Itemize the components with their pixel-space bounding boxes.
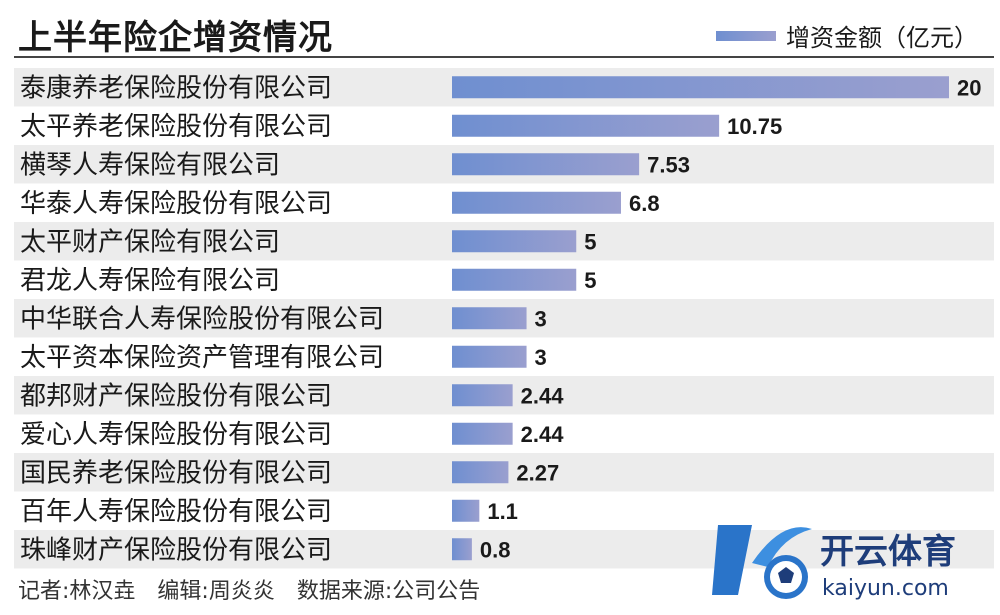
legend-swatch xyxy=(716,30,776,41)
bar-value-label: 3 xyxy=(535,345,547,370)
bar-value-label: 5 xyxy=(584,268,596,293)
bar-value-label: 2.44 xyxy=(521,422,565,447)
bar xyxy=(452,499,480,522)
bar xyxy=(452,114,720,137)
bar xyxy=(452,422,513,445)
category-label: 国民养老保险股份有限公司 xyxy=(20,458,332,488)
bar-value-label: 6.8 xyxy=(629,191,660,216)
title-divider xyxy=(14,56,994,58)
bar xyxy=(452,153,640,176)
bar-value-label: 1.1 xyxy=(487,499,518,524)
bar xyxy=(452,461,509,484)
bar xyxy=(452,230,577,253)
bar-value-label: 2.44 xyxy=(521,383,565,408)
category-label: 太平资本保险资产管理有限公司 xyxy=(20,343,384,373)
category-label: 泰康养老保险股份有限公司 xyxy=(20,73,332,103)
category-label: 中华联合人寿保险股份有限公司 xyxy=(20,304,384,334)
category-label: 百年人寿保险股份有限公司 xyxy=(20,497,332,527)
category-label: 横琴人寿保险有限公司 xyxy=(20,150,280,180)
bar xyxy=(452,345,527,368)
bar xyxy=(452,384,513,407)
bar xyxy=(452,538,472,561)
kaiyun-logo: 开云体育 kaiyun.com xyxy=(712,525,956,601)
chart-title: 上半年险企增资情况 xyxy=(18,18,333,58)
category-label: 太平财产保险有限公司 xyxy=(20,227,280,257)
bar xyxy=(452,268,577,291)
bar-value-label: 2.27 xyxy=(516,460,559,485)
logo-text-en: kaiyun.com xyxy=(822,576,949,601)
category-label: 都邦财产保险股份有限公司 xyxy=(20,381,332,411)
bar-value-label: 0.8 xyxy=(480,537,511,562)
logo-text-cn: 开云体育 xyxy=(820,532,956,572)
category-label: 太平养老保险股份有限公司 xyxy=(20,112,332,142)
bar xyxy=(452,307,527,330)
bar-value-label: 5 xyxy=(584,229,596,254)
row-stripe xyxy=(14,530,994,569)
legend-label: 增资金额（亿元） xyxy=(786,24,978,52)
footer-credit: 记者:林汉垚 编辑:周炎炎 数据来源:公司公告 xyxy=(18,579,481,604)
category-label: 华泰人寿保险股份有限公司 xyxy=(20,189,332,219)
category-label: 君龙人寿保险有限公司 xyxy=(20,266,280,296)
bar-value-label: 3 xyxy=(535,306,547,331)
bar-value-label: 10.75 xyxy=(727,114,782,139)
bar-value-label: 7.53 xyxy=(647,152,690,177)
logo-mark xyxy=(712,525,812,599)
category-label: 爱心人寿保险股份有限公司 xyxy=(20,420,332,450)
category-label: 珠峰财产保险股份有限公司 xyxy=(20,535,332,565)
bar-value-label: 20 xyxy=(957,75,981,100)
bar xyxy=(452,191,621,214)
legend: 增资金额（亿元） xyxy=(716,18,978,53)
bar xyxy=(452,76,949,99)
